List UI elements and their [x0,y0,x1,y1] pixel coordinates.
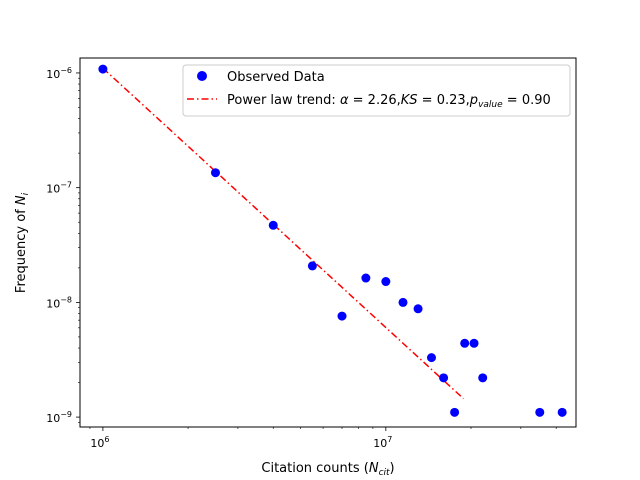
legend-label-trend: Power law trend: α = 2.26,KS = 0.23,pval… [227,93,551,110]
plot-frame [79,57,577,428]
x-tick-label: 107 [373,435,392,450]
observed-data-point [469,338,479,348]
y-tick-label: 10−8 [46,295,72,310]
power-law-trend-line [102,67,464,400]
y-tick-label: 10−7 [46,181,72,196]
legend-label-observed: Observed Data [227,70,325,85]
x-tick-label: 106 [90,435,109,450]
legend: Observed Data Power law trend: α = 2.26,… [182,64,571,117]
y-axis-label: Frequency of Ni [14,192,31,293]
observed-data-point [460,338,470,348]
legend-marker-observed [197,71,207,81]
y-tick-label: 10−6 [46,66,72,81]
observed-data-point [439,373,449,383]
x-axis-label: Citation counts (Ncit) [261,461,394,478]
observed-data-point [535,407,545,417]
legend-box [182,64,571,117]
observed-data-point [478,373,488,383]
plot-area [80,58,576,427]
observed-data-point [450,407,460,417]
observed-data-point [307,261,317,271]
observed-data-point [398,297,408,307]
y-tick-label: 10−9 [46,410,72,425]
observed-data-point [98,64,108,74]
observed-data-point [337,311,347,321]
observed-data-point [361,273,371,283]
observed-data-point [426,353,436,363]
observed-data-point [381,277,391,287]
observed-data-point [210,168,220,178]
observed-data-point [413,304,423,314]
observed-data-point [268,220,278,230]
observed-data-point [557,407,567,417]
